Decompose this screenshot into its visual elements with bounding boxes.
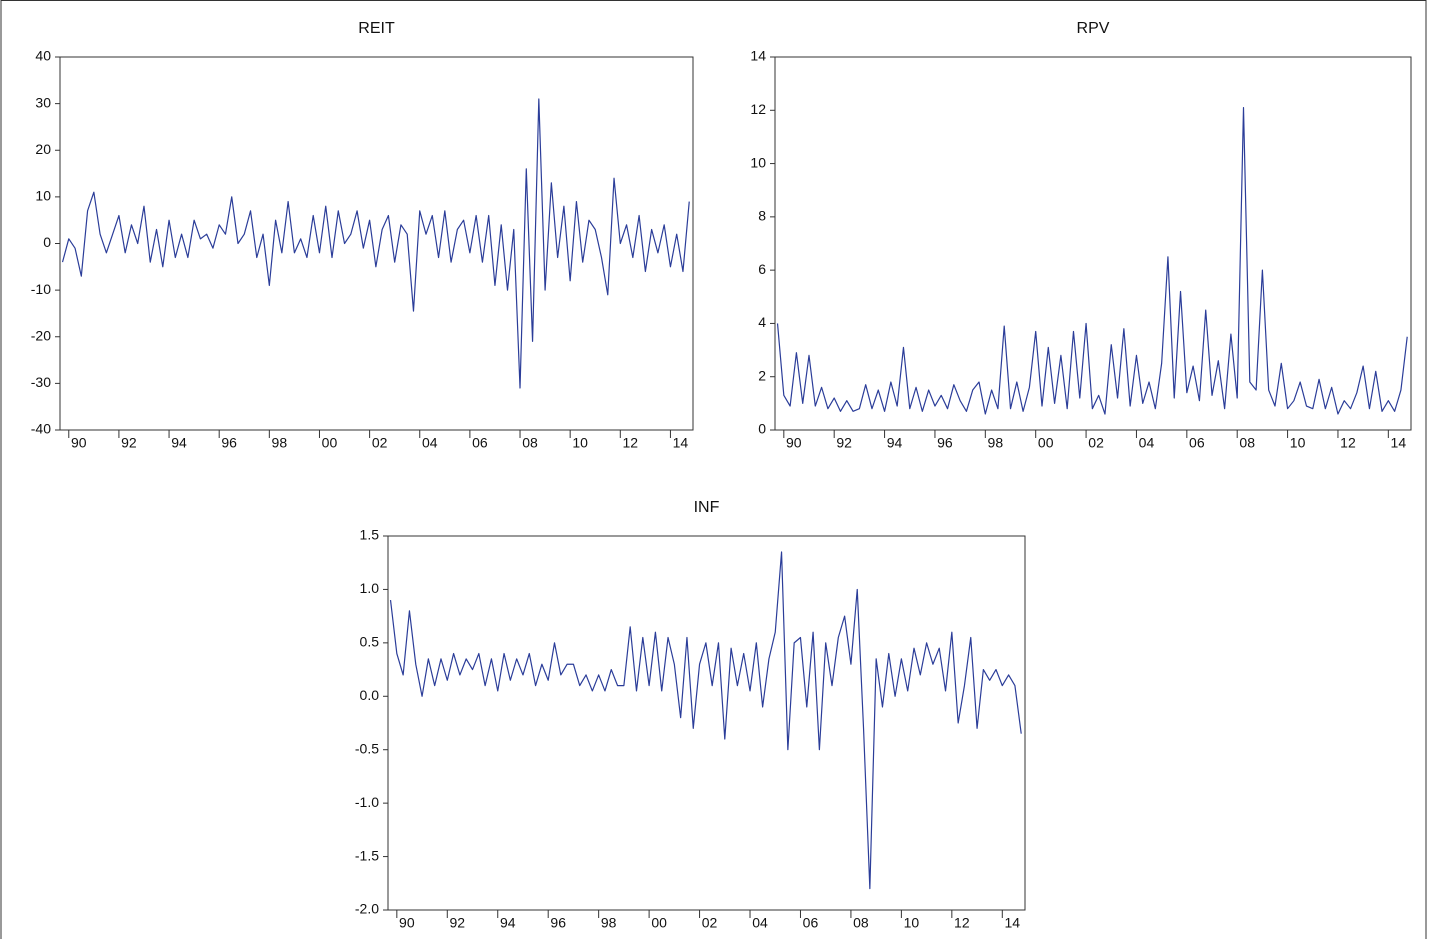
chart-title: REIT — [358, 20, 395, 37]
y-tick-label: 2 — [758, 367, 766, 383]
series-line — [61, 98, 690, 389]
y-tick-label: -20 — [31, 327, 51, 343]
y-tick-label: 6 — [758, 261, 766, 277]
x-tick-label: 98 — [988, 435, 1004, 451]
y-tick-label: 0 — [43, 234, 51, 250]
y-tick-label: -40 — [31, 421, 51, 437]
x-tick-label: 00 — [1038, 435, 1054, 451]
y-tick-label: -10 — [31, 281, 51, 297]
x-tick-label: 02 — [372, 435, 388, 451]
x-tick-label: 92 — [836, 435, 852, 451]
x-tick-label: 10 — [572, 435, 588, 451]
x-tick-label: 00 — [651, 915, 667, 931]
y-tick-label: 10 — [35, 188, 51, 204]
y-tick-label: 1.0 — [360, 580, 380, 596]
y-tick-label: 40 — [35, 48, 51, 64]
x-tick-label: 08 — [853, 915, 869, 931]
chart-title: INF — [694, 499, 720, 516]
x-tick-label: 14 — [1005, 915, 1021, 931]
plot-frame — [387, 535, 1026, 911]
y-tick-label: -2.0 — [355, 901, 379, 917]
x-tick-label: 00 — [322, 435, 338, 451]
x-tick-label: 12 — [1340, 435, 1356, 451]
x-tick-label: 90 — [71, 435, 87, 451]
y-tick-label: 0 — [758, 421, 766, 437]
x-tick-label: 96 — [937, 435, 953, 451]
x-tick-label: 02 — [1088, 435, 1104, 451]
x-tick-label: 04 — [1139, 435, 1155, 451]
x-tick-label: 04 — [422, 435, 438, 451]
x-tick-label: 94 — [500, 915, 516, 931]
series-line — [389, 551, 1022, 890]
x-tick-label: 98 — [601, 915, 617, 931]
x-tick-label: 06 — [472, 435, 488, 451]
x-tick-label: 10 — [1290, 435, 1306, 451]
x-tick-label: 96 — [550, 915, 566, 931]
y-tick-label: -0.5 — [355, 740, 379, 756]
y-tick-label: 1.5 — [360, 527, 380, 543]
plot-frame — [774, 56, 1412, 431]
series-line — [776, 107, 1408, 415]
x-tick-label: 94 — [887, 435, 903, 451]
x-tick-label: 02 — [702, 915, 718, 931]
x-tick-label: 06 — [803, 915, 819, 931]
y-tick-label: 20 — [35, 141, 51, 157]
x-tick-label: 92 — [121, 435, 137, 451]
plot-frame — [59, 56, 694, 431]
y-tick-label: -1.0 — [355, 794, 379, 810]
x-tick-label: 08 — [522, 435, 538, 451]
x-tick-label: 14 — [673, 435, 689, 451]
x-tick-label: 94 — [171, 435, 187, 451]
chart-title: RPV — [1077, 20, 1110, 37]
y-tick-label: -30 — [31, 374, 51, 390]
y-tick-label: 30 — [35, 94, 51, 110]
y-tick-label: 4 — [758, 314, 766, 330]
y-tick-label: -1.5 — [355, 847, 379, 863]
x-tick-label: 06 — [1189, 435, 1205, 451]
y-tick-label: 14 — [750, 48, 766, 64]
x-tick-label: 92 — [449, 915, 465, 931]
y-tick-label: 0.5 — [360, 634, 380, 650]
x-tick-label: 12 — [623, 435, 639, 451]
x-tick-label: 96 — [221, 435, 237, 451]
x-tick-label: 12 — [954, 915, 970, 931]
x-tick-label: 98 — [272, 435, 288, 451]
x-tick-label: 90 — [399, 915, 415, 931]
x-tick-label: 90 — [786, 435, 802, 451]
x-tick-label: 08 — [1239, 435, 1255, 451]
y-tick-label: 8 — [758, 208, 766, 224]
y-tick-label: 10 — [750, 154, 766, 170]
x-tick-label: 14 — [1391, 435, 1407, 451]
y-tick-label: 0.0 — [360, 687, 380, 703]
x-tick-label: 04 — [752, 915, 768, 931]
y-tick-label: 12 — [750, 101, 766, 117]
x-tick-label: 10 — [904, 915, 920, 931]
